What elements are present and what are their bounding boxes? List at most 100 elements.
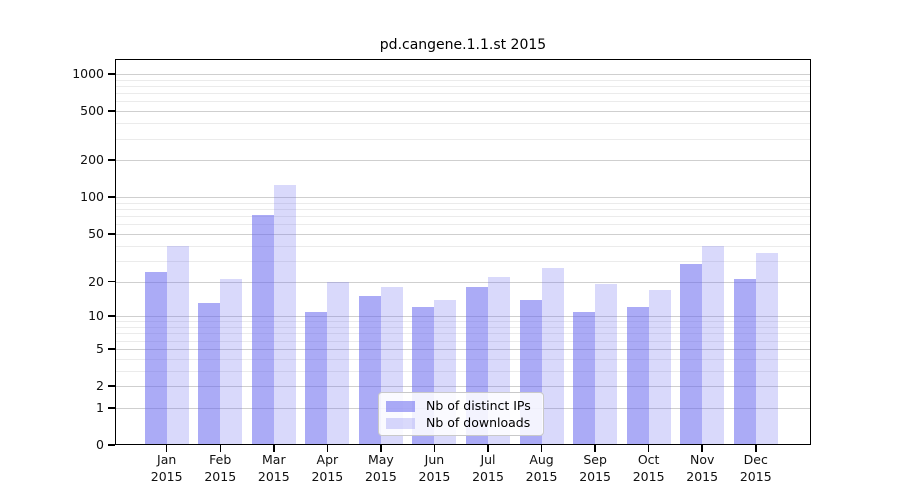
major-gridline — [115, 386, 811, 387]
x-tick-label: Sep 2015 — [579, 452, 611, 484]
minor-gridline — [115, 101, 811, 103]
bar-downloads — [541, 268, 564, 445]
x-tick-label: Dec 2015 — [739, 452, 772, 484]
chart-title: pd.cangene.1.1.st 2015 — [379, 37, 547, 53]
legend-swatch-downloads — [386, 417, 415, 429]
bar-distinct-ips — [198, 303, 221, 445]
x-tick — [540, 445, 543, 452]
y-tick-label: 0 — [96, 437, 104, 452]
legend-item-downloads: Nb of downloads — [386, 415, 535, 431]
y-tick — [108, 385, 115, 387]
x-tick-label: Jan 2015 — [150, 452, 183, 484]
x-tick — [701, 445, 703, 452]
x-tick-label: Feb 2015 — [204, 452, 237, 484]
bar-distinct-ips — [680, 264, 703, 445]
x-tick — [326, 445, 329, 452]
minor-gridline — [115, 138, 811, 140]
major-gridline — [115, 348, 811, 350]
bar-downloads — [755, 252, 778, 445]
legend-item-distinct-ips: Nb of distinct IPs — [386, 398, 535, 414]
major-gridline — [115, 111, 811, 113]
minor-gridline — [115, 123, 811, 125]
minor-gridline — [115, 79, 811, 81]
x-tick-label: Oct 2015 — [632, 452, 665, 484]
bar-downloads — [220, 279, 243, 445]
major-gridline — [115, 281, 811, 283]
minor-gridline — [115, 224, 811, 226]
x-tick-label: Nov 2015 — [686, 452, 719, 484]
y-tick — [108, 280, 115, 283]
y-tick-label: 1 — [96, 399, 104, 415]
y-tick — [108, 348, 115, 350]
legend-swatch-distinct-ips — [386, 400, 415, 412]
minor-gridline — [115, 260, 811, 262]
bar-downloads — [273, 185, 296, 445]
x-tick — [433, 445, 436, 452]
major-gridline — [115, 160, 811, 162]
bar-downloads — [166, 245, 189, 445]
x-tick — [755, 445, 757, 452]
legend-label-downloads: Nb of downloads — [426, 415, 531, 430]
minor-gridline — [115, 370, 811, 372]
major-gridline — [115, 197, 811, 199]
bar-downloads — [648, 289, 671, 445]
bar-distinct-ips — [626, 307, 649, 445]
minor-gridline — [115, 216, 811, 218]
bar-downloads — [702, 245, 725, 445]
y-tick — [108, 444, 115, 446]
x-tick — [165, 445, 168, 452]
y-tick-label: 100 — [80, 189, 104, 205]
y-tick — [108, 407, 115, 409]
major-gridline — [115, 233, 811, 235]
y-tick-label: 10 — [88, 308, 104, 324]
minor-gridline — [115, 245, 811, 247]
bar-distinct-ips — [733, 279, 756, 445]
minor-gridline — [115, 358, 811, 360]
x-tick — [487, 445, 489, 452]
bar-distinct-ips — [573, 311, 596, 445]
x-tick-label: Jun 2015 — [418, 452, 451, 484]
x-tick-label: Aug 2015 — [525, 452, 558, 484]
y-tick — [108, 159, 115, 161]
minor-gridline — [115, 333, 811, 335]
x-tick — [273, 445, 275, 452]
minor-gridline — [115, 85, 811, 87]
legend: Nb of distinct IPs Nb of downloads — [378, 392, 544, 436]
bar-distinct-ips — [305, 311, 328, 445]
minor-gridline — [115, 340, 811, 342]
y-tick-label: 200 — [80, 152, 104, 168]
x-tick — [594, 445, 596, 452]
y-tick — [108, 233, 115, 235]
major-gridline — [115, 73, 811, 75]
plot-area — [115, 59, 811, 445]
y-tick-label: 20 — [88, 273, 104, 289]
y-tick-label: 50 — [88, 225, 104, 241]
bar-downloads — [327, 281, 350, 445]
bar-distinct-ips — [358, 296, 381, 445]
minor-gridline — [115, 327, 811, 328]
bar-distinct-ips — [144, 272, 167, 445]
y-tick — [108, 315, 115, 317]
minor-gridline — [115, 202, 811, 204]
legend-label-distinct-ips: Nb of distinct IPs — [426, 398, 531, 413]
x-tick — [647, 445, 650, 452]
major-gridline — [115, 316, 811, 318]
y-tick-label: 5 — [96, 340, 104, 356]
x-tick-label: Apr 2015 — [311, 452, 344, 484]
y-tick — [108, 196, 115, 198]
y-tick-label: 500 — [80, 103, 104, 119]
x-tick-label: Mar 2015 — [257, 452, 290, 484]
minor-gridline — [115, 321, 811, 323]
bar-downloads — [595, 284, 618, 445]
x-tick — [380, 445, 382, 452]
y-tick-label: 1000 — [72, 65, 104, 81]
minor-gridline — [115, 209, 811, 211]
x-tick — [219, 445, 221, 452]
x-tick-label: Jul 2015 — [472, 452, 504, 484]
y-tick-label: 2 — [96, 378, 104, 393]
y-tick — [108, 73, 115, 75]
bar-distinct-ips — [251, 214, 274, 445]
minor-gridline — [115, 93, 811, 95]
y-tick — [108, 110, 115, 112]
